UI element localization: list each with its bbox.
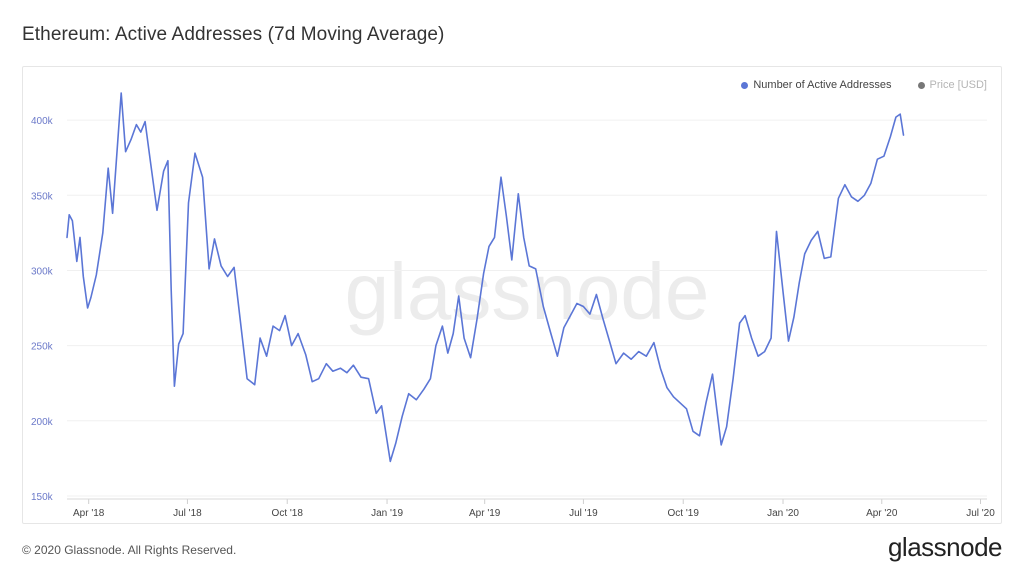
x-tick-label: Oct '18 [272,508,304,519]
series-color-dot [917,81,925,89]
y-tick-label: 300k [31,266,54,277]
x-tick-label: Apr '20 [866,508,898,519]
y-tick-label: 250k [31,342,54,353]
legend-item-active-addresses[interactable]: Number of Active Addresses [741,79,892,91]
chart-legend: Number of Active Addresses Price [USD] [741,79,987,91]
x-tick-label: Jan '20 [767,508,799,519]
series-color-dot [741,81,749,89]
series-line-active-addresses [66,92,905,463]
chart-panel: glassnode 150k 200k 250k 300k 350k 400k Apr '18… [22,66,1002,524]
y-tick-label: 350k [31,191,54,202]
line-chart[interactable]: glassnode 150k 200k 250k 300k 350k 400k Apr '18… [23,67,1001,523]
glassnode-logo: glassnode [887,532,1003,562]
x-tick-label: Jul '19 [569,508,598,519]
copyright-text: © 2020 Glassnode. All Rights Reserved. [22,543,237,557]
y-tick-label: 200k [31,417,54,428]
legend-label: Price [USD] [929,79,987,91]
y-tick-label: 150k [31,492,54,503]
glassnode-watermark: glassnode [345,247,710,336]
x-tick-label: Apr '18 [73,508,105,519]
x-tick-label: Oct '19 [668,508,700,519]
legend-label: Number of Active Addresses [753,79,892,91]
chart-title: Ethereum: Active Addresses (7d Moving Av… [22,24,445,45]
x-tick-label: Jul '20 [966,508,995,519]
x-tick-label: Apr '19 [469,508,501,519]
x-tick-label: Jan '19 [371,508,403,519]
x-tick-label: Jul '18 [173,508,202,519]
y-tick-label: 400k [31,116,54,127]
legend-item-price[interactable]: Price [USD] [917,79,987,91]
